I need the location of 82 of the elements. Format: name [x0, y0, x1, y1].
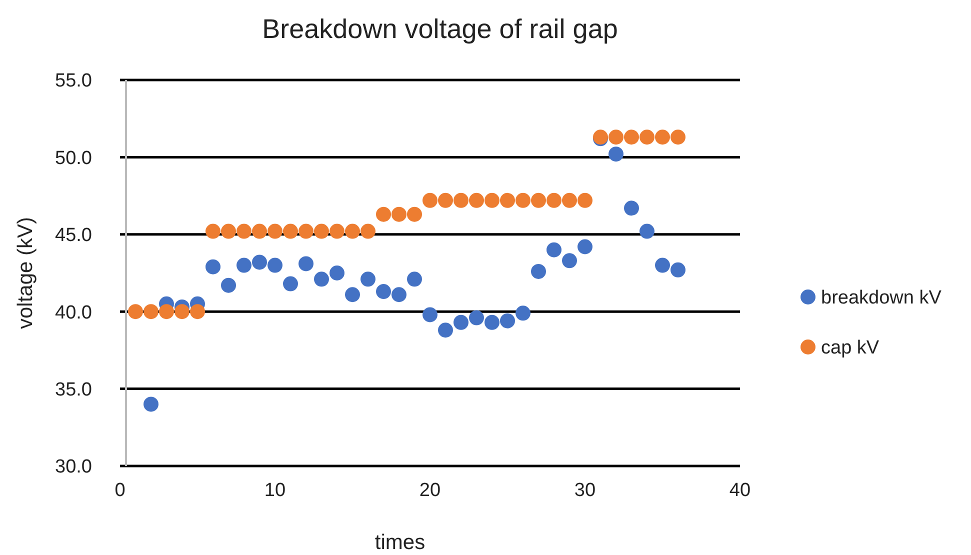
point: [345, 287, 360, 302]
point: [608, 130, 624, 145]
y-tick-label: 45.0: [55, 225, 92, 246]
point: [516, 306, 530, 321]
point: [268, 258, 282, 273]
point: [562, 192, 577, 208]
point: [298, 256, 314, 272]
point: [516, 192, 530, 208]
point: [608, 146, 624, 162]
point: [438, 192, 453, 208]
point: [624, 200, 639, 216]
point: [283, 276, 298, 292]
point: [392, 206, 406, 222]
point: [392, 287, 406, 302]
point: [252, 254, 267, 270]
point: [268, 224, 282, 239]
point: [407, 206, 422, 222]
point: [174, 304, 190, 320]
point: [345, 224, 360, 239]
x-tick-label: 0: [114, 480, 126, 501]
x-tick-label: 10: [264, 480, 286, 501]
point: [469, 310, 484, 326]
point: [144, 304, 158, 320]
point: [531, 264, 546, 279]
point: [330, 266, 344, 280]
point: [360, 272, 376, 287]
point: [546, 242, 562, 258]
point: [624, 130, 639, 145]
point: [469, 192, 484, 208]
point: [546, 192, 562, 208]
point: [454, 192, 468, 208]
point: [144, 396, 158, 412]
point: [221, 278, 236, 293]
point: [159, 304, 174, 320]
point: [330, 224, 344, 239]
point: [484, 192, 500, 208]
chart-title: Breakdown voltage of rail gap: [262, 14, 618, 44]
point: [484, 314, 500, 330]
point: [500, 313, 515, 328]
point: [640, 130, 654, 145]
legend-label: breakdown kV: [821, 288, 942, 309]
point: [376, 206, 391, 222]
legend-label: cap kV: [821, 338, 880, 359]
point: [422, 192, 438, 208]
point: [206, 259, 220, 274]
point: [500, 192, 515, 208]
point: [298, 224, 314, 239]
y-tick-label: 40.0: [55, 302, 92, 324]
y-axis-title: voltage (kV): [14, 216, 37, 330]
point: [407, 272, 422, 287]
x-tick-label: 20: [419, 480, 441, 501]
point: [314, 272, 329, 287]
point: [438, 322, 453, 338]
point: [376, 284, 391, 300]
point: [578, 192, 592, 208]
y-tick-label: 30.0: [55, 456, 92, 478]
point: [236, 258, 252, 273]
point: [655, 130, 670, 145]
point: [360, 224, 376, 239]
x-axis-title: times: [374, 531, 426, 554]
y-tick-label: 50.0: [55, 148, 92, 169]
point: [422, 307, 438, 322]
x-tick-label: 40: [729, 480, 751, 501]
point: [314, 224, 329, 239]
point: [252, 224, 267, 239]
point: [221, 224, 236, 239]
y-tick-label: 55.0: [55, 70, 92, 92]
point: [236, 224, 252, 239]
point: [206, 224, 220, 239]
point: [128, 304, 143, 320]
point: [562, 253, 577, 268]
point: [283, 224, 298, 239]
point: [578, 239, 592, 254]
point: [655, 258, 670, 273]
y-tick-label: 35.0: [55, 379, 92, 400]
point: [531, 192, 546, 208]
point: [670, 130, 686, 145]
x-tick-label: 30: [574, 480, 596, 501]
point: [670, 262, 686, 278]
point: [454, 314, 468, 330]
point: [190, 304, 205, 320]
point: [640, 224, 654, 239]
